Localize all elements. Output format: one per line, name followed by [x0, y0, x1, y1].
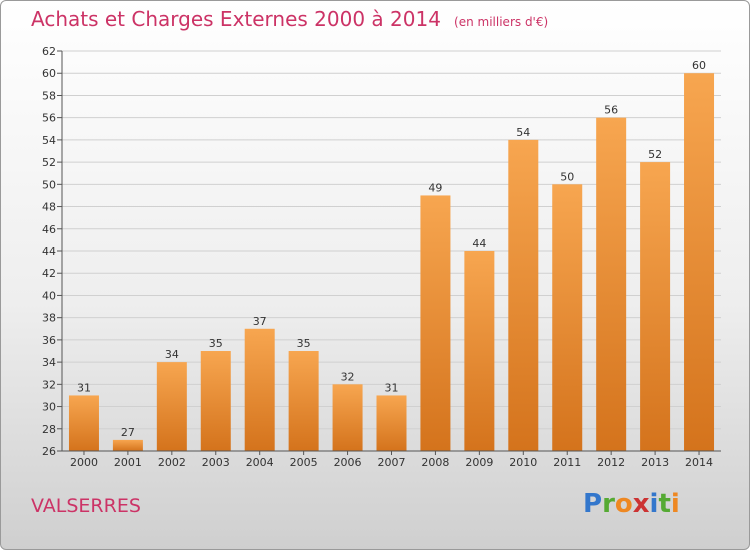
bar-2012: [596, 117, 627, 452]
value-label-2005: 35: [297, 337, 311, 350]
bar-2000: [68, 395, 99, 451]
logo-letter: r: [602, 489, 615, 519]
bar-2002: [156, 362, 187, 451]
value-label-2010: 54: [516, 126, 530, 139]
chart-title-main: Achats et Charges Externes 2000 à 2014: [31, 7, 441, 31]
x-tick-label-2009: 2009: [465, 456, 493, 469]
value-label-2000: 31: [77, 381, 91, 394]
value-label-2003: 35: [209, 337, 223, 350]
x-tick-label-2006: 2006: [334, 456, 362, 469]
value-label-2007: 31: [385, 381, 399, 394]
value-label-2012: 56: [604, 104, 618, 117]
x-tick-label-2010: 2010: [509, 456, 537, 469]
value-label-2013: 52: [648, 148, 662, 161]
bar-2009: [464, 251, 495, 451]
x-tick-label-2007: 2007: [378, 456, 406, 469]
logo-letter: t: [658, 489, 671, 519]
y-tick-label: 54: [42, 134, 56, 147]
bar-2003: [200, 351, 231, 451]
bar-2004: [244, 328, 275, 451]
y-tick-label: 36: [42, 334, 56, 347]
y-tick-label: 46: [42, 223, 56, 236]
bar-2001: [112, 439, 143, 451]
x-tick-label-2008: 2008: [421, 456, 449, 469]
chart-title: Achats et Charges Externes 2000 à 2014 (…: [31, 7, 548, 31]
x-tick-label-2012: 2012: [597, 456, 625, 469]
x-tick-label-2014: 2014: [685, 456, 713, 469]
logo-letter: x: [632, 489, 650, 519]
y-tick-label: 38: [42, 312, 56, 325]
y-tick-label: 44: [42, 245, 56, 258]
bar-2011: [552, 184, 583, 452]
y-tick-label: 52: [42, 156, 56, 169]
y-tick-label: 58: [42, 89, 56, 102]
value-label-2001: 27: [121, 426, 135, 439]
logo-letter: i: [649, 489, 659, 519]
y-tick-label: 28: [42, 423, 56, 436]
bar-2006: [332, 384, 363, 451]
x-tick-label-2002: 2002: [158, 456, 186, 469]
value-label-2004: 37: [253, 315, 267, 328]
value-label-2011: 50: [560, 170, 574, 183]
value-label-2002: 34: [165, 348, 179, 361]
value-label-2014: 60: [692, 59, 706, 72]
x-tick-label-2013: 2013: [641, 456, 669, 469]
value-label-2008: 49: [428, 181, 442, 194]
bar-2008: [420, 195, 451, 451]
chart-title-unit: (en milliers d'€): [454, 15, 549, 29]
y-tick-label: 48: [42, 201, 56, 214]
bar-2013: [640, 162, 671, 451]
bar-2014: [684, 73, 715, 451]
y-tick-label: 30: [42, 401, 56, 414]
logo-letter: o: [614, 489, 633, 519]
y-tick-label: 56: [42, 112, 56, 125]
value-label-2009: 44: [472, 237, 486, 250]
x-tick-label-2003: 2003: [202, 456, 230, 469]
y-tick-label: 62: [42, 45, 56, 58]
y-tick-label: 42: [42, 267, 56, 280]
y-tick-label: 60: [42, 67, 56, 80]
proxiti-logo: Proxiti: [583, 489, 680, 519]
logo-letter: i: [670, 489, 680, 519]
x-tick-label-2004: 2004: [246, 456, 274, 469]
logo-letter: P: [583, 489, 603, 519]
value-label-2006: 32: [341, 370, 355, 383]
bar-2010: [508, 139, 539, 451]
x-tick-label-2011: 2011: [553, 456, 581, 469]
x-tick-label-2000: 2000: [70, 456, 98, 469]
y-tick-label: 50: [42, 178, 56, 191]
x-tick-label-2005: 2005: [290, 456, 318, 469]
y-tick-label: 40: [42, 289, 56, 302]
bar-2005: [288, 351, 319, 451]
bar-2007: [376, 395, 407, 451]
y-tick-label: 32: [42, 378, 56, 391]
y-tick-label: 26: [42, 445, 56, 458]
commune-name: VALSERRES: [31, 495, 141, 517]
x-tick-label-2001: 2001: [114, 456, 142, 469]
y-tick-label: 34: [42, 356, 56, 369]
